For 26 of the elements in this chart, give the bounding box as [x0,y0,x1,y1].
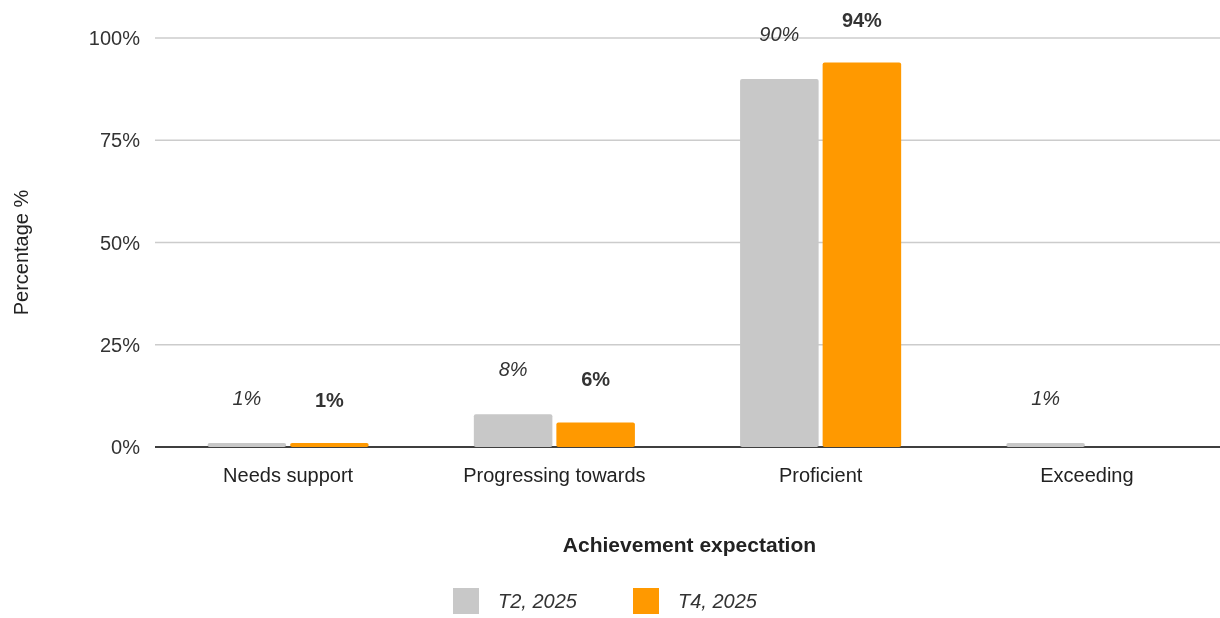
x-tick-label: Progressing towards [463,464,646,486]
x-tick-label: Exceeding [1040,464,1134,486]
bar [290,442,369,447]
y-tick-label: 0% [111,436,141,458]
x-tick-label: Needs support [223,464,354,486]
bar [556,422,635,447]
x-tick-label: Proficient [778,464,863,486]
data-label: 1% [314,388,345,411]
y-tick-label: 75% [99,129,141,152]
legend-label: T2, 2025 [498,590,578,612]
bar [822,62,902,447]
data-label: 90% [759,22,800,45]
bar [473,414,553,447]
bar [207,442,287,447]
y-tick-label: 100% [88,27,141,49]
data-label: 6% [581,368,611,391]
y-tick-label: 25% [99,333,141,356]
data-label: 8% [498,358,528,381]
data-label: 94% [841,8,883,31]
data-label: 1% [232,386,262,409]
y-axis-title: Percentage % [10,189,32,316]
data-label: 1% [1031,386,1061,409]
x-axis-title: Achievement expectation [562,533,817,556]
legend-label: T4, 2025 [678,590,758,612]
y-tick-label: 50% [99,231,141,254]
bar [1006,442,1085,447]
